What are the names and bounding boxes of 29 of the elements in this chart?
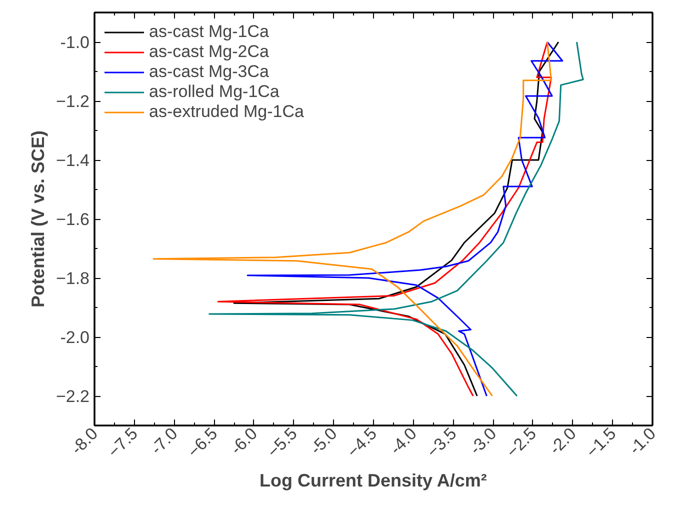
y-tick-label: −1.2 — [56, 92, 90, 111]
x-tick-label: -8.0 — [67, 424, 102, 458]
y-tick-label: −1.8 — [56, 269, 90, 288]
x-tick-label: -1.0 — [625, 424, 660, 458]
x-tick-label: -6.0 — [226, 424, 261, 458]
x-tick-label: −4.5 — [343, 424, 381, 462]
x-tick-label: -3.0 — [466, 424, 500, 458]
x-axis-title: Log Current Density A/cm² — [259, 470, 487, 491]
x-tick-label: −7.5 — [104, 424, 142, 462]
legend-label: as-cast Mg-1Ca — [149, 22, 269, 42]
x-tick-label: -2.0 — [546, 424, 580, 458]
y-tick-label: -1.0 — [60, 33, 90, 52]
y-tick-label: −2.2 — [56, 387, 90, 406]
x-tick-label: −2.5 — [502, 424, 540, 462]
x-tick-label: -5.0 — [306, 424, 341, 458]
x-tick-label: -7.0 — [147, 424, 182, 458]
legend-label: as-cast Mg-3Ca — [149, 62, 269, 82]
legend-label: as-rolled Mg-1Ca — [149, 82, 280, 102]
y-tick-label: -2.0 — [60, 328, 90, 347]
legend-label: as-cast Mg-2Ca — [149, 42, 269, 62]
x-tick-label: −6.5 — [184, 424, 222, 462]
y-tick-label: −1.6 — [56, 210, 90, 229]
x-tick-label: −3.5 — [423, 424, 460, 462]
x-tick-label: −5.5 — [264, 424, 301, 462]
y-tick-label: −1.4 — [56, 151, 90, 170]
x-tick-label: -4.0 — [386, 424, 420, 458]
legend-label: as-extruded Mg-1Ca — [149, 102, 304, 122]
y-axis-title: Potential (V vs. SCE) — [28, 130, 48, 308]
x-tick-label: −1.5 — [582, 424, 620, 462]
